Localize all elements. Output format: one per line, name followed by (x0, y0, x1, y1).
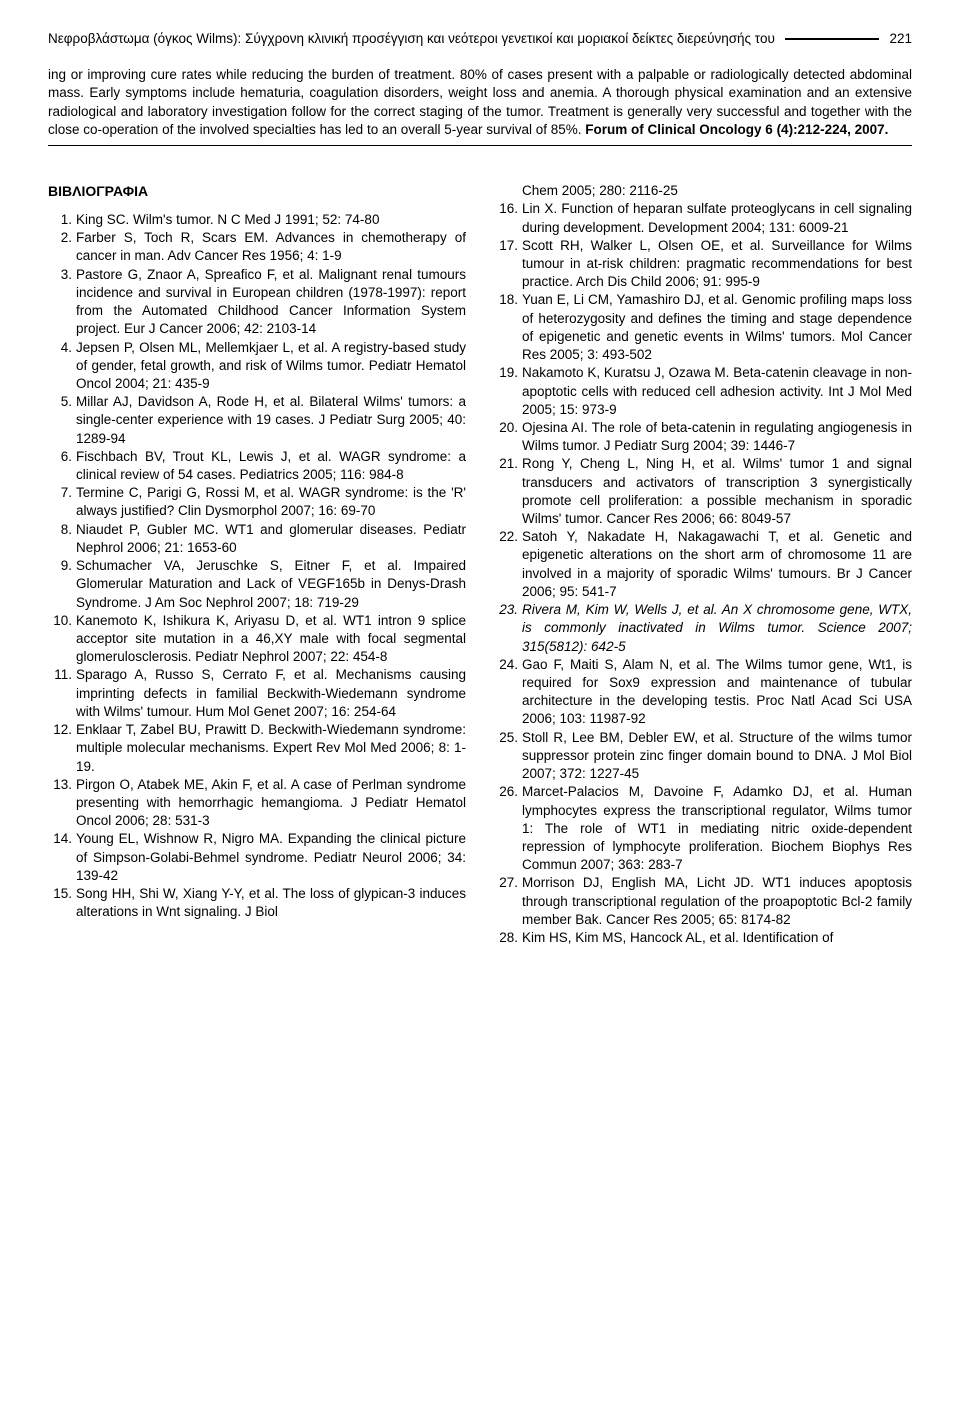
reference-item: Termine C, Parigi G, Rossi M, et al. WAG… (48, 484, 466, 520)
right-column: Chem 2005; 280: 2116-25 Lin X. Function … (494, 182, 912, 947)
references-list-right: Lin X. Function of heparan sulfate prote… (494, 200, 912, 947)
reference-item: Jepsen P, Olsen ML, Mellemkjaer L, et al… (48, 339, 466, 394)
reference-item: Niaudet P, Gubler MC. WT1 and glomerular… (48, 521, 466, 557)
reference-item: Gao F, Maiti S, Alam N, et al. The Wilms… (494, 656, 912, 729)
reference-item: Pirgon O, Atabek ME, Akin F, et al. A ca… (48, 776, 466, 831)
abstract-bottom-rule (48, 145, 912, 146)
reference-item: Rong Y, Cheng L, Ning H, et al. Wilms' t… (494, 455, 912, 528)
reference-item: Pastore G, Znaor A, Spreafico F, et al. … (48, 266, 466, 339)
reference-item: Song HH, Shi W, Xiang Y-Y, et al. The lo… (48, 885, 466, 921)
reference-item: Morrison DJ, English MA, Licht JD. WT1 i… (494, 874, 912, 929)
reference-item: Satoh Y, Nakadate H, Nakagawachi T, et a… (494, 528, 912, 601)
reference-item: Millar AJ, Davidson A, Rode H, et al. Bi… (48, 393, 466, 448)
page-number: 221 (889, 30, 912, 48)
reference-item: Scott RH, Walker L, Olsen OE, et al. Sur… (494, 237, 912, 292)
abstract-citation: Forum of Clinical Oncology 6 (4):212-224… (585, 122, 888, 137)
reference-item: Sparago A, Russo S, Cerrato F, et al. Me… (48, 666, 466, 721)
references-list-left: King SC. Wilm's tumor. N C Med J 1991; 5… (48, 211, 466, 922)
header-rule (785, 38, 880, 39)
reference-item: Yuan E, Li CM, Yamashiro DJ, et al. Geno… (494, 291, 912, 364)
running-header: Νεφροβλάστωμα (όγκος Wilms): Σύγχρονη κλ… (48, 30, 912, 48)
reference-item: Stoll R, Lee BM, Debler EW, et al. Struc… (494, 729, 912, 784)
bibliography-title: ΒΙΒΛΙΟΓΡΑΦΙΑ (48, 182, 466, 201)
abstract-paragraph: ing or improving cure rates while reduci… (48, 66, 912, 139)
two-column-layout: ΒΙΒΛΙΟΓΡΑΦΙΑ King SC. Wilm's tumor. N C … (48, 182, 912, 947)
reference-item: Lin X. Function of heparan sulfate prote… (494, 200, 912, 236)
reference-item: Schumacher VA, Jeruschke S, Eitner F, et… (48, 557, 466, 612)
reference-item: Young EL, Wishnow R, Nigro MA. Expanding… (48, 830, 466, 885)
reference-item: Fischbach BV, Trout KL, Lewis J, et al. … (48, 448, 466, 484)
reference-item: Nakamoto K, Kuratsu J, Ozawa M. Beta-cat… (494, 364, 912, 419)
reference-item: Kim HS, Kim MS, Hancock AL, et al. Ident… (494, 929, 912, 947)
reference-item: King SC. Wilm's tumor. N C Med J 1991; 5… (48, 211, 466, 229)
reference-item: Marcet-Palacios M, Davoine F, Adamko DJ,… (494, 783, 912, 874)
reference-item: Kanemoto K, Ishikura K, Ariyasu D, et al… (48, 612, 466, 667)
reference-continuation: Chem 2005; 280: 2116-25 (494, 182, 912, 200)
reference-item: Enklaar T, Zabel BU, Prawitt D. Beckwith… (48, 721, 466, 776)
reference-item: Farber S, Toch R, Scars EM. Advances in … (48, 229, 466, 265)
running-head-text: Νεφροβλάστωμα (όγκος Wilms): Σύγχρονη κλ… (48, 30, 775, 48)
left-column: ΒΙΒΛΙΟΓΡΑΦΙΑ King SC. Wilm's tumor. N C … (48, 182, 466, 947)
reference-item-italic: Rivera M, Kim W, Wells J, et al. An X ch… (494, 601, 912, 656)
reference-item: Ojesina AI. The role of beta-catenin in … (494, 419, 912, 455)
